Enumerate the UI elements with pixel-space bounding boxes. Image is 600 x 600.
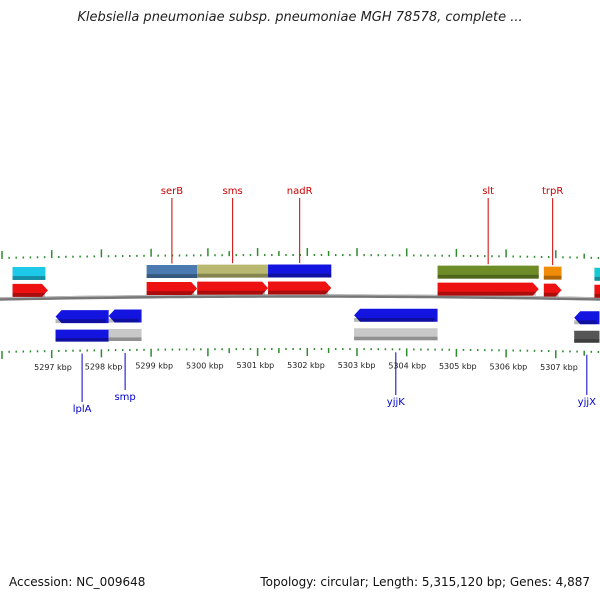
gene-forward-nadR-shade <box>268 273 332 278</box>
gene-forward-sms-shade <box>197 273 269 278</box>
cds-reverse-2-shape[interactable] <box>354 328 438 341</box>
axis-tick-label: 5300 kbp <box>186 361 224 370</box>
genome-title: Klebsiella pneumoniae subsp. pneumoniae … <box>77 10 523 25</box>
gene-reverse-lplA[interactable] <box>55 310 109 324</box>
gene-forward-trpR[interactable] <box>543 266 562 280</box>
cds-reverse-3-shade <box>574 339 600 343</box>
gene-reverse-lplA-shade <box>55 319 106 324</box>
cds-forward-4[interactable] <box>437 282 539 296</box>
cds-forward-5[interactable] <box>543 283 562 297</box>
axis-tick-label: 5297 kbp <box>34 363 72 372</box>
cds-forward-1[interactable] <box>146 282 198 296</box>
gene-reverse-yjjX-shape[interactable] <box>574 311 600 325</box>
gene-forward-unnamed-0-shade <box>12 276 46 280</box>
axis-tick-label: 5301 kbp <box>237 361 275 370</box>
axis-tick-label: 5299 kbp <box>135 362 173 371</box>
gene-forward-unnamed-6[interactable] <box>594 267 600 281</box>
cds-forward-4-shade <box>437 291 536 296</box>
gene-reverse-smp[interactable] <box>108 309 142 323</box>
cds-reverse-1-shape[interactable] <box>108 329 142 342</box>
axis-tick-label: 5303 kbp <box>338 361 376 370</box>
gene-label-serB[interactable]: serB <box>161 186 183 197</box>
cds-reverse-0[interactable] <box>55 329 109 342</box>
gene-forward-serB-shade <box>146 274 198 279</box>
gene-label-slt[interactable]: slt <box>482 186 494 197</box>
cds-forward-4-shape[interactable] <box>437 282 539 296</box>
gene-forward-unnamed-6-shape[interactable] <box>594 267 600 281</box>
cds-reverse-0-shade <box>55 337 109 342</box>
gene-forward-sms[interactable] <box>197 264 269 278</box>
axis-tick-label: 5302 kbp <box>287 361 325 370</box>
gene-reverse-yjjK-shade <box>354 317 435 322</box>
gene-reverse-yjjK[interactable] <box>354 308 438 322</box>
gene-label-sms[interactable]: sms <box>223 186 243 197</box>
genome-summary: Topology: circular; Length: 5,315,120 bp… <box>260 575 590 589</box>
cds-forward-6-shade <box>594 293 600 298</box>
axis-tick-label: 5298 kbp <box>85 362 123 371</box>
cds-forward-6-shape[interactable] <box>594 284 600 298</box>
cds-reverse-2-shade <box>354 336 438 341</box>
gene-forward-sms-shape[interactable] <box>197 264 269 278</box>
gene-label-lplA[interactable]: lplA <box>73 404 92 415</box>
cds-forward-5-shape[interactable] <box>543 283 562 297</box>
gene-label-trpR[interactable]: trpR <box>542 186 563 197</box>
gene-forward-nadR[interactable] <box>268 264 332 278</box>
axis-tick-label: 5306 kbp <box>490 362 528 371</box>
gene-forward-serB[interactable] <box>146 265 198 279</box>
cds-forward-0-shade <box>12 293 45 297</box>
cds-reverse-1[interactable] <box>108 329 142 342</box>
accession-label: Accession: NC_009648 <box>9 575 146 589</box>
gene-forward-slt[interactable] <box>437 265 539 279</box>
gene-label-yjjX[interactable]: yjjX <box>578 397 596 408</box>
gene-forward-unnamed-6-shade <box>594 276 600 281</box>
cds-forward-6[interactable] <box>594 284 600 298</box>
cds-reverse-1-shade <box>108 337 142 342</box>
gene-label-yjjK[interactable]: yjjK <box>387 397 405 408</box>
gene-reverse-yjjK-shape[interactable] <box>354 308 438 322</box>
cds-forward-3-shape[interactable] <box>268 281 332 295</box>
cds-reverse-0-shape[interactable] <box>55 329 109 342</box>
cds-forward-0[interactable] <box>12 283 48 297</box>
cds-reverse-3-shape[interactable] <box>574 330 600 343</box>
axis-tick-label: 5304 kbp <box>388 361 426 370</box>
gene-reverse-smp-shape[interactable] <box>108 309 142 323</box>
cds-forward-5-shade <box>543 292 559 297</box>
cds-forward-1-shape[interactable] <box>146 282 198 296</box>
gene-reverse-lplA-shape[interactable] <box>55 310 109 324</box>
cds-reverse-3[interactable] <box>574 330 600 343</box>
cds-forward-3[interactable] <box>268 281 332 295</box>
cds-forward-0-shape[interactable] <box>12 283 48 297</box>
gene-reverse-smp-shade <box>108 318 139 323</box>
gene-forward-trpR-shade <box>543 275 562 280</box>
gene-reverse-yjjX[interactable] <box>574 311 600 325</box>
axis-tick-label: 5305 kbp <box>439 362 477 371</box>
cds-forward-2-shade <box>197 290 266 295</box>
gene-label-nadR[interactable]: nadR <box>287 186 313 197</box>
gene-forward-slt-shape[interactable] <box>437 265 539 279</box>
gene-forward-trpR-shape[interactable] <box>543 266 562 280</box>
gene-forward-slt-shade <box>437 274 539 279</box>
genome-backbone <box>0 294 600 301</box>
gene-forward-nadR-shape[interactable] <box>268 264 332 278</box>
axis-tick-label: 5307 kbp <box>540 363 578 372</box>
gene-reverse-yjjX-shade <box>574 320 597 325</box>
genome-backbone-highlight <box>0 294 600 299</box>
cds-forward-2[interactable] <box>197 281 269 295</box>
gene-label-smp[interactable]: smp <box>114 392 135 403</box>
gene-forward-unnamed-0[interactable] <box>12 266 46 280</box>
cds-reverse-2[interactable] <box>354 328 438 341</box>
gene-forward-unnamed-0-shape[interactable] <box>12 266 46 280</box>
cds-forward-2-shape[interactable] <box>197 281 269 295</box>
cds-forward-3-shade <box>268 290 329 295</box>
gene-forward-serB-shape[interactable] <box>146 265 198 279</box>
cds-forward-1-shade <box>146 291 195 296</box>
